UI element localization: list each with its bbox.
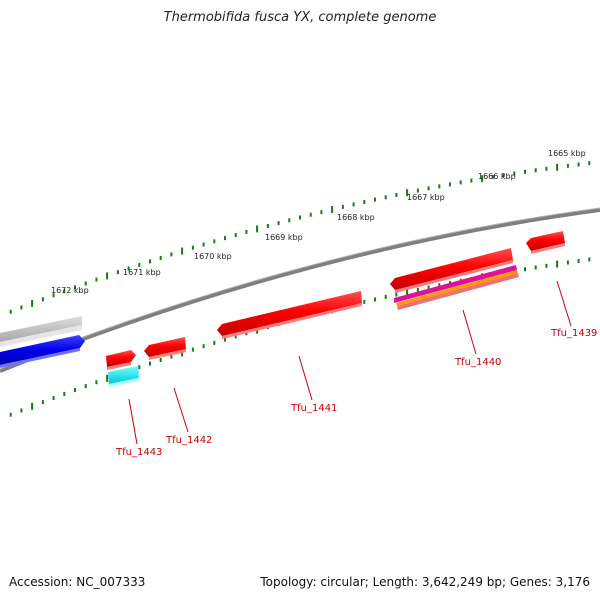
- orange-feature[interactable]: [396, 270, 518, 306]
- map-title: Thermobifida fusca YX, complete genome: [163, 10, 437, 25]
- gene-label-tfu-1442[interactable]: Tfu_1442: [165, 435, 212, 446]
- gene-label-tfu-1443[interactable]: Tfu_1443: [115, 447, 162, 458]
- tick-label-1669: 1669 kbp: [265, 233, 303, 242]
- tick-label-1672: 1672 kbp: [51, 286, 89, 295]
- blue-feature[interactable]: [0, 335, 85, 368]
- tick-label-1665: 1665 kbp: [548, 149, 586, 158]
- gray-feature[interactable]: [0, 316, 82, 347]
- genome-summary-text: Topology: circular; Length: 3,642,249 bp…: [260, 575, 590, 589]
- pink-feature[interactable]: [397, 273, 519, 310]
- genome-backbone: [0, 208, 600, 373]
- gene-label-tfu-1441[interactable]: Tfu_1441: [290, 403, 337, 414]
- gene-label-tfu-1439[interactable]: Tfu_1439: [550, 328, 597, 339]
- leader-line-tfu-1442: [173, 387, 189, 433]
- tick-label-1666: 1666 kbp: [478, 172, 516, 181]
- gene-label-tfu-1440[interactable]: Tfu_1440: [454, 357, 501, 368]
- gene-tfu-1441[interactable]: [217, 291, 362, 339]
- gene-tfu-1439[interactable]: [526, 231, 565, 254]
- leader-line-tfu-1440: [462, 309, 477, 355]
- cyan-feature[interactable]: [108, 366, 139, 387]
- magenta-feature[interactable]: [394, 265, 517, 303]
- tick-label-1668: 1668 kbp: [337, 213, 375, 222]
- accession-text: Accession: NC_007333: [9, 575, 146, 589]
- tick-label-1670: 1670 kbp: [194, 252, 232, 261]
- tick-label-1671: 1671 kbp: [123, 268, 161, 277]
- leader-line-tfu-1443: [128, 398, 138, 445]
- outer-tick-row: [9, 161, 591, 314]
- gene-tfu-1440[interactable]: [390, 248, 513, 293]
- tick-label-1667: 1667 kbp: [407, 193, 445, 202]
- gene-tfu-1442[interactable]: [144, 337, 186, 360]
- gene-tfu-1443[interactable]: [106, 350, 136, 370]
- leader-line-tfu-1439: [556, 280, 572, 327]
- leader-line-tfu-1441: [298, 355, 313, 401]
